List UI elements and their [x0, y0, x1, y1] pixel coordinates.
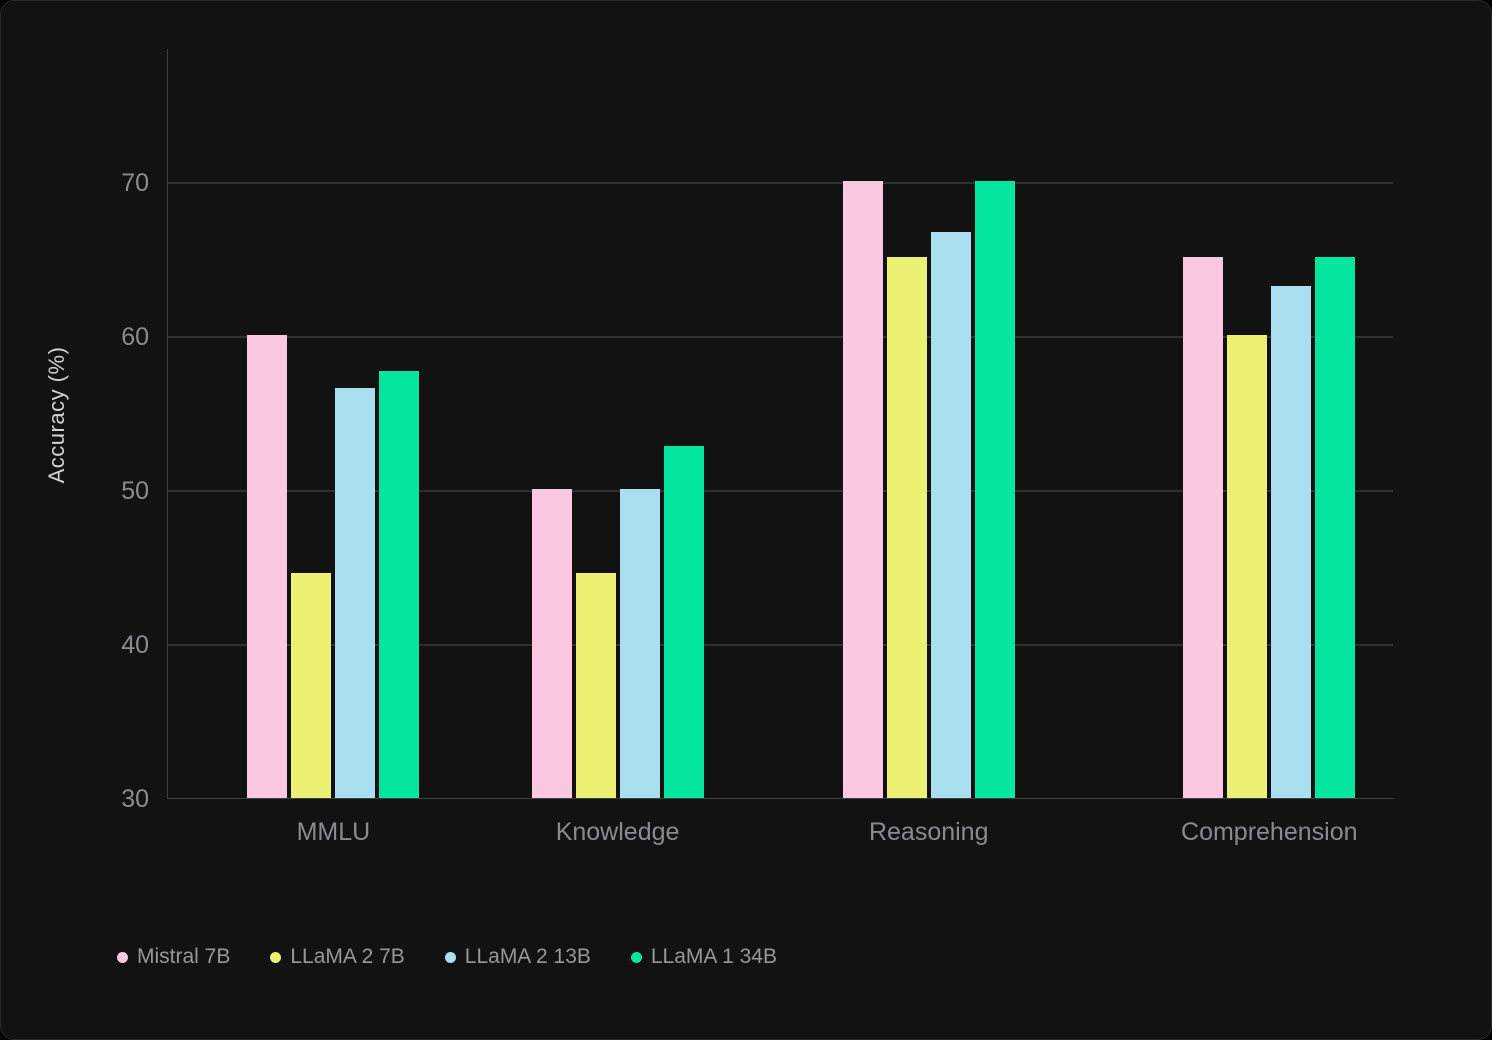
bar-llama-2-13b-reasoning[interactable]: [930, 232, 971, 799]
legend-item-llama-1-34b[interactable]: LLaMA 1 34B: [630, 942, 777, 972]
y-tick-label-30: 30: [121, 785, 149, 813]
legend-label: LLaMA 2 7B: [290, 945, 405, 968]
bar-llama-1-34b-mmlu[interactable]: [379, 370, 420, 799]
bar-llama-1-34b-knowledge[interactable]: [663, 446, 704, 799]
bar-mistral-7b-reasoning[interactable]: [842, 181, 883, 799]
legend-label: Mistral 7B: [137, 945, 231, 968]
bar-mistral-7b-comprehension[interactable]: [1183, 256, 1224, 799]
bar-llama-2-13b-knowledge[interactable]: [619, 489, 660, 799]
gridline-40: [168, 644, 1393, 646]
bar-llama-2-7b-comprehension[interactable]: [1227, 335, 1268, 799]
category-label-mmlu: MMLU: [296, 818, 371, 846]
y-tick-label-50: 50: [121, 476, 149, 505]
bar-llama-2-13b-mmlu[interactable]: [335, 387, 376, 799]
legend-dot-icon: [444, 951, 456, 963]
plot-area: MMLU Knowledge Reasoning Comprehension: [168, 49, 1393, 846]
y-axis-title: Accuracy (%): [44, 346, 69, 484]
bar-llama-2-7b-knowledge[interactable]: [575, 572, 616, 799]
bar-llama-1-34b-comprehension[interactable]: [1315, 256, 1356, 799]
y-tick-label-60: 60: [121, 322, 149, 351]
bar-mistral-7b-mmlu[interactable]: [247, 335, 288, 799]
bar-mistral-7b-knowledge[interactable]: [531, 489, 572, 799]
gridline-70: [168, 182, 1393, 184]
y-axis-line: [166, 49, 169, 799]
gridline-60: [168, 336, 1393, 338]
legend-dot-icon: [117, 951, 128, 963]
bar-llama-2-7b-reasoning[interactable]: [886, 256, 927, 799]
category-label-reasoning: Reasoning: [868, 818, 989, 846]
legend-label: LLaMA 1 34B: [650, 945, 777, 968]
y-tick-label-40: 40: [121, 630, 149, 659]
y-tick-label-70: 70: [121, 168, 149, 197]
bar-llama-2-13b-comprehension[interactable]: [1271, 286, 1312, 799]
legend-item-llama-2-7b[interactable]: LLaMA 2 7B: [270, 942, 405, 972]
bar-llama-2-7b-mmlu[interactable]: [291, 572, 332, 799]
legend-dot-icon: [270, 951, 282, 963]
category-label-comprehension: Comprehension: [1181, 818, 1358, 846]
legend-item-llama-2-13b[interactable]: LLaMA 2 13B: [444, 942, 591, 972]
legend-label: LLaMA 2 13B: [464, 945, 591, 968]
legend-dot-icon: [630, 951, 642, 963]
bar-llama-1-34b-reasoning[interactable]: [974, 181, 1015, 799]
x-axis-line: [166, 797, 1394, 800]
legend-item-mistral-7b[interactable]: Mistral 7B: [117, 942, 230, 972]
chart-legend: Mistral 7B LLaMA 2 7B LLaMA 2 13B LLaMA 1 3…: [117, 942, 777, 972]
gridline-50: [168, 490, 1393, 492]
category-label-knowledge: Knowledge: [555, 818, 680, 846]
